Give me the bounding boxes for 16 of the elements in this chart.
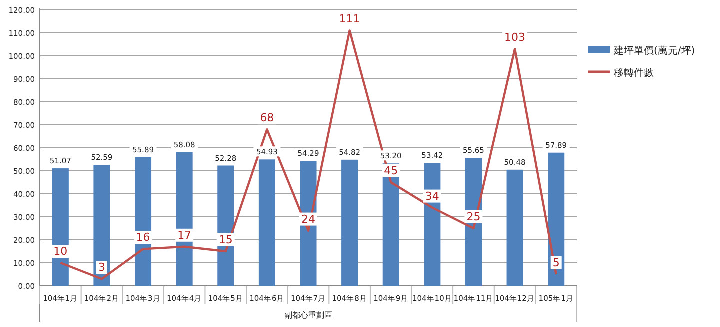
data-label: 24 [300, 212, 318, 226]
data-label: 5 [550, 256, 562, 270]
data-label: 3 [96, 261, 108, 274]
data-label: 16 [134, 231, 152, 244]
data-label: 34 [423, 190, 442, 203]
data-label: 45 [382, 164, 400, 178]
data-label: 17 [176, 228, 194, 242]
data-label: 10 [52, 245, 70, 258]
data-label: 15 [216, 234, 235, 246]
legend-label: 移轉件數 [614, 67, 654, 79]
x-axis-title: 副都心重劃區 [284, 311, 332, 320]
legend-label: 建坪單價(萬元/坪) [613, 45, 696, 57]
data-label: 25 [464, 210, 483, 224]
data-label: 111 [337, 12, 362, 26]
data-label: 68 [258, 112, 276, 125]
data-label: 103 [502, 31, 528, 44]
